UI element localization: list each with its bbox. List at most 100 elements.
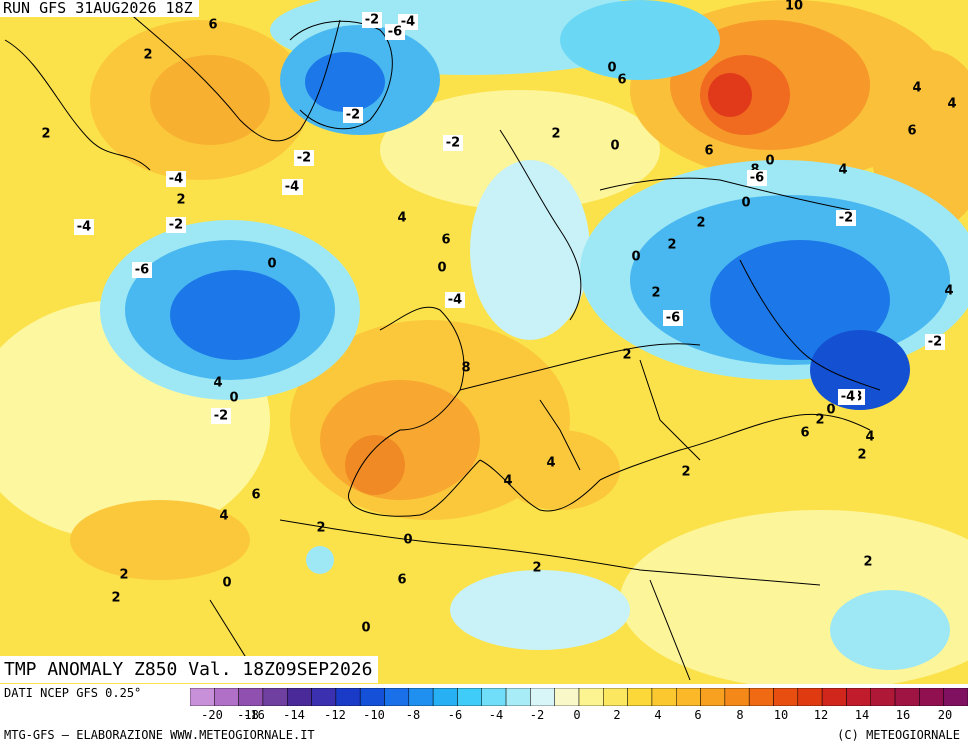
colorbar-swatch xyxy=(748,688,774,706)
contour-label: 2 xyxy=(651,286,660,301)
contour-label: 6 xyxy=(441,233,450,248)
colorbar-swatch xyxy=(578,688,604,706)
contour-label: -2 xyxy=(297,151,311,166)
contour-label: -4 xyxy=(285,180,299,195)
contour-label: -2 xyxy=(446,136,460,151)
contour-label: -4 xyxy=(448,293,462,308)
colorbar-swatch xyxy=(724,688,750,706)
contour-label: 0 xyxy=(361,621,370,636)
contour-label: 2 xyxy=(143,48,152,63)
contour-label: -4 xyxy=(169,172,183,187)
coastlines-and-borders xyxy=(4,4,881,681)
contour-label: 2 xyxy=(111,591,120,606)
contour-label: 4 xyxy=(503,474,512,489)
temperature-anomaly-map: 6-2-4-6102-20642-220-264-2-426804-6-4-2-… xyxy=(0,0,968,684)
contour-label: 2 xyxy=(681,465,690,480)
contour-labels: 6-2-4-6102-20642-220-264-2-426804-6-4-2-… xyxy=(41,0,956,636)
colorbar-tick-label: -10 xyxy=(363,708,385,722)
contour-label: 8 xyxy=(461,361,470,376)
colorbar-swatch xyxy=(894,688,920,706)
colorbar-tick-label: -6 xyxy=(447,708,463,722)
contour-label: -6 xyxy=(666,311,680,326)
contour-label: -6 xyxy=(388,25,402,40)
colorbar-swatch xyxy=(773,688,799,706)
contour-label: 2 xyxy=(667,238,676,253)
contour-label: 6 xyxy=(800,426,809,441)
contour-label: 4 xyxy=(912,81,921,96)
contour-label: 10 xyxy=(785,0,803,14)
contour-label: -6 xyxy=(135,263,149,278)
colorbar-swatch xyxy=(846,688,871,706)
colorbar-swatch xyxy=(530,688,555,706)
contour-label-bg xyxy=(385,24,405,40)
contour-label: 0 xyxy=(610,139,619,154)
credit-left: MTG-GFS — ELABORAZIONE WWW.METEOGIORNALE… xyxy=(4,728,315,742)
contour-label-bg xyxy=(282,179,302,195)
contour-label-bg xyxy=(925,334,945,350)
contour-label: 2 xyxy=(41,127,50,142)
contour-label-bg xyxy=(294,150,314,166)
contour-label-bg xyxy=(166,217,186,233)
contour-label: 2 xyxy=(316,521,325,536)
contour-label-bg xyxy=(343,107,363,123)
colorbar-swatch xyxy=(943,688,968,706)
contour-label: 4 xyxy=(865,430,874,445)
contour-label-bg xyxy=(445,292,465,308)
colorbar-swatch xyxy=(651,688,677,706)
contour-label: 2 xyxy=(863,555,872,570)
colorbar-tick-label: 4 xyxy=(654,708,662,722)
contour-label: 0 xyxy=(765,154,774,169)
contour-label: 0 xyxy=(826,403,835,418)
colorbar-tick-label: 0 xyxy=(573,708,581,722)
contour-label-bg xyxy=(663,310,683,326)
colorbar-tick-label: -2 xyxy=(529,708,545,722)
colorbar-swatch xyxy=(214,688,239,706)
colorbar-swatch xyxy=(700,688,726,706)
colorbar-swatch xyxy=(384,688,410,706)
colorbar-tick-label: 20 xyxy=(937,708,953,722)
contour-label: 6 xyxy=(704,144,713,159)
colorbar-swatch xyxy=(238,688,264,706)
contour-label: 2 xyxy=(815,413,824,428)
colorbar-swatch xyxy=(262,688,288,706)
contour-label: 4 xyxy=(219,509,228,524)
contour-label: 0 xyxy=(437,261,446,276)
contour-label: 6 xyxy=(208,18,217,33)
contour-label: 0 xyxy=(229,391,238,406)
contour-label: 4 xyxy=(213,376,222,391)
contour-label: -2 xyxy=(928,335,942,350)
contour-label-bg xyxy=(747,170,767,186)
colorbar-swatch xyxy=(335,688,361,706)
colorbar-tick-label: 2 xyxy=(613,708,621,722)
colorbar-swatch xyxy=(505,688,531,706)
colorbar-swatch xyxy=(603,688,628,706)
contour-label: 0 xyxy=(267,257,276,272)
colorbar-tick-label: 6 xyxy=(694,708,702,722)
colorbar-tick-label: -18 xyxy=(237,708,259,722)
colorbar-swatch xyxy=(554,688,580,706)
colorbar-swatch xyxy=(676,688,701,706)
colorbar-tick-label: -14 xyxy=(283,708,305,722)
contour-label: 4 xyxy=(947,97,956,112)
contour-label: -4 xyxy=(841,390,855,405)
contour-label: 2 xyxy=(119,568,128,583)
contour-label: -6 xyxy=(750,171,764,186)
map-title: TMP ANOMALY Z850 Val. 18Z09SEP2026 xyxy=(0,656,379,683)
run-title: RUN GFS 31AUG2026 18Z xyxy=(0,0,199,17)
data-source-label: DATI NCEP GFS 0.25° xyxy=(4,686,142,700)
contour-label: 2 xyxy=(176,193,185,208)
contour-label: 0 xyxy=(741,196,750,211)
contour-label-bg xyxy=(443,135,463,151)
colorbar-swatch xyxy=(821,688,847,706)
colorbar-tick-label: 8 xyxy=(736,708,744,722)
contour-label-bg xyxy=(166,171,186,187)
contour-label: 0 xyxy=(607,61,616,76)
contour-label: 0 xyxy=(631,250,640,265)
contour-label-bg xyxy=(211,408,231,424)
colorbar-swatch xyxy=(359,688,385,706)
contour-label: 2 xyxy=(696,216,705,231)
colorbar xyxy=(190,688,968,706)
contour-label: 2 xyxy=(551,127,560,142)
contour-label: 2 xyxy=(622,348,631,363)
contour-label: 6 xyxy=(251,488,260,503)
